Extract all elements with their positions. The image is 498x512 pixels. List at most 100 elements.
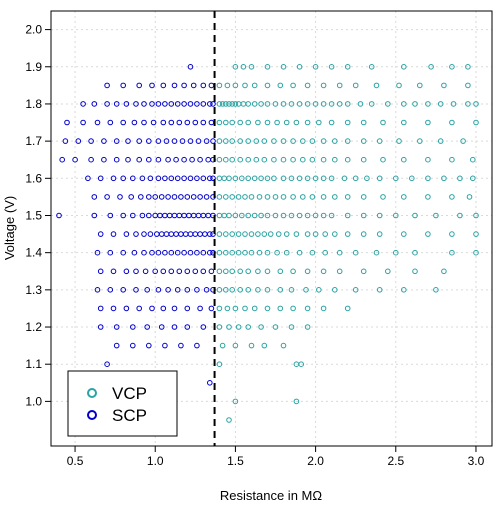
vcp-point	[255, 231, 261, 237]
vcp-point	[360, 268, 367, 275]
x-axis-title: Resistance in MΩ	[220, 488, 322, 503]
y-axis-title: Voltage (V)	[2, 196, 17, 260]
vcp-point	[364, 175, 370, 182]
vcp-point	[352, 249, 359, 256]
vcp-point	[216, 101, 223, 107]
scp-point	[207, 380, 213, 386]
y-tick-label: 1.6	[25, 171, 42, 185]
vcp-point	[304, 212, 311, 219]
vcp-point	[264, 194, 271, 200]
scp-point	[110, 175, 117, 182]
vcp-point	[223, 231, 229, 237]
scp-point	[97, 175, 104, 182]
vcp-point	[352, 287, 359, 293]
vcp-point	[223, 101, 229, 107]
vcp-point	[473, 212, 479, 219]
vcp-point	[417, 138, 423, 144]
vcp-point	[242, 249, 248, 256]
vcp-point	[229, 138, 235, 144]
vcp-point	[293, 398, 300, 405]
scp-point	[94, 249, 101, 256]
vcp-point	[216, 119, 223, 126]
vcp-point	[303, 287, 309, 293]
scp-point	[200, 175, 207, 182]
scp-point	[123, 305, 130, 312]
vcp-point	[293, 231, 300, 237]
scp-point	[136, 138, 142, 144]
vcp-point	[470, 175, 476, 182]
scp-point	[174, 101, 181, 107]
scp-series	[56, 64, 216, 386]
scp-point	[162, 175, 168, 182]
scp-point	[146, 138, 152, 144]
vcp-point	[216, 361, 223, 368]
vcp-point	[245, 138, 251, 144]
y-axis: 1.0 1.1 1.2 1.3 1.4 1.5 1.6 1.7 1.8 1.9 2.0	[25, 23, 51, 408]
scp-point	[144, 287, 150, 293]
x-tick-label: 1.5	[227, 454, 244, 468]
vcp-point	[288, 324, 295, 330]
vcp-point	[229, 156, 235, 163]
scp-point	[104, 101, 110, 107]
scp-point	[141, 231, 147, 237]
scp-point	[197, 305, 203, 312]
scp-point	[91, 101, 98, 107]
scp-point	[178, 342, 184, 349]
scp-point	[187, 101, 194, 107]
vcp-point	[393, 212, 399, 219]
scp-point	[194, 175, 200, 182]
vcp-point	[242, 194, 248, 200]
scp-point	[179, 138, 186, 144]
scp-point	[85, 175, 91, 182]
vcp-point	[401, 231, 407, 237]
vcp-point	[352, 82, 359, 89]
scp-point	[88, 138, 94, 144]
scp-point	[130, 342, 136, 349]
scp-point	[203, 194, 210, 200]
vcp-point	[216, 268, 223, 275]
vcp-point	[425, 156, 431, 163]
vcp-point	[245, 101, 251, 107]
vcp-point	[336, 268, 343, 275]
vcp-point	[290, 156, 296, 163]
vcp-point	[275, 231, 282, 237]
vcp-point	[320, 175, 327, 182]
vcp-point	[245, 287, 251, 293]
scp-point	[173, 156, 179, 163]
vcp-point	[271, 175, 277, 182]
scp-point	[141, 119, 147, 126]
scp-point	[141, 101, 147, 107]
vcp-point	[258, 212, 264, 219]
scp-point	[165, 156, 171, 163]
vcp-point	[344, 194, 351, 200]
vcp-point	[280, 194, 287, 200]
scp-point	[97, 305, 104, 312]
y-tick-label: 1.1	[25, 357, 42, 371]
scp-point	[120, 82, 126, 89]
vcp-point	[280, 101, 287, 107]
vcp-point	[450, 101, 457, 107]
vcp-point	[304, 82, 311, 89]
vcp-point	[309, 249, 316, 256]
vcp-point	[380, 194, 386, 200]
scp-point	[158, 324, 165, 330]
vcp-point	[237, 287, 243, 293]
scp-point	[194, 249, 200, 256]
scp-point	[120, 249, 126, 256]
y-tick-label: 1.4	[25, 246, 42, 260]
vcp-point	[312, 101, 319, 107]
vcp-point	[264, 119, 271, 126]
scp-point	[168, 249, 175, 256]
vcp-point	[437, 138, 444, 144]
scp-point	[197, 194, 203, 200]
vcp-point	[216, 287, 223, 293]
vcp-point	[229, 119, 235, 126]
vcp-point	[216, 249, 223, 256]
scp-point	[190, 194, 197, 200]
scp-point	[120, 212, 126, 219]
vcp-point	[360, 194, 367, 200]
scp-point	[120, 287, 126, 293]
vcp-point	[272, 324, 279, 330]
vcp-point	[272, 212, 279, 219]
scp-point	[200, 119, 207, 126]
